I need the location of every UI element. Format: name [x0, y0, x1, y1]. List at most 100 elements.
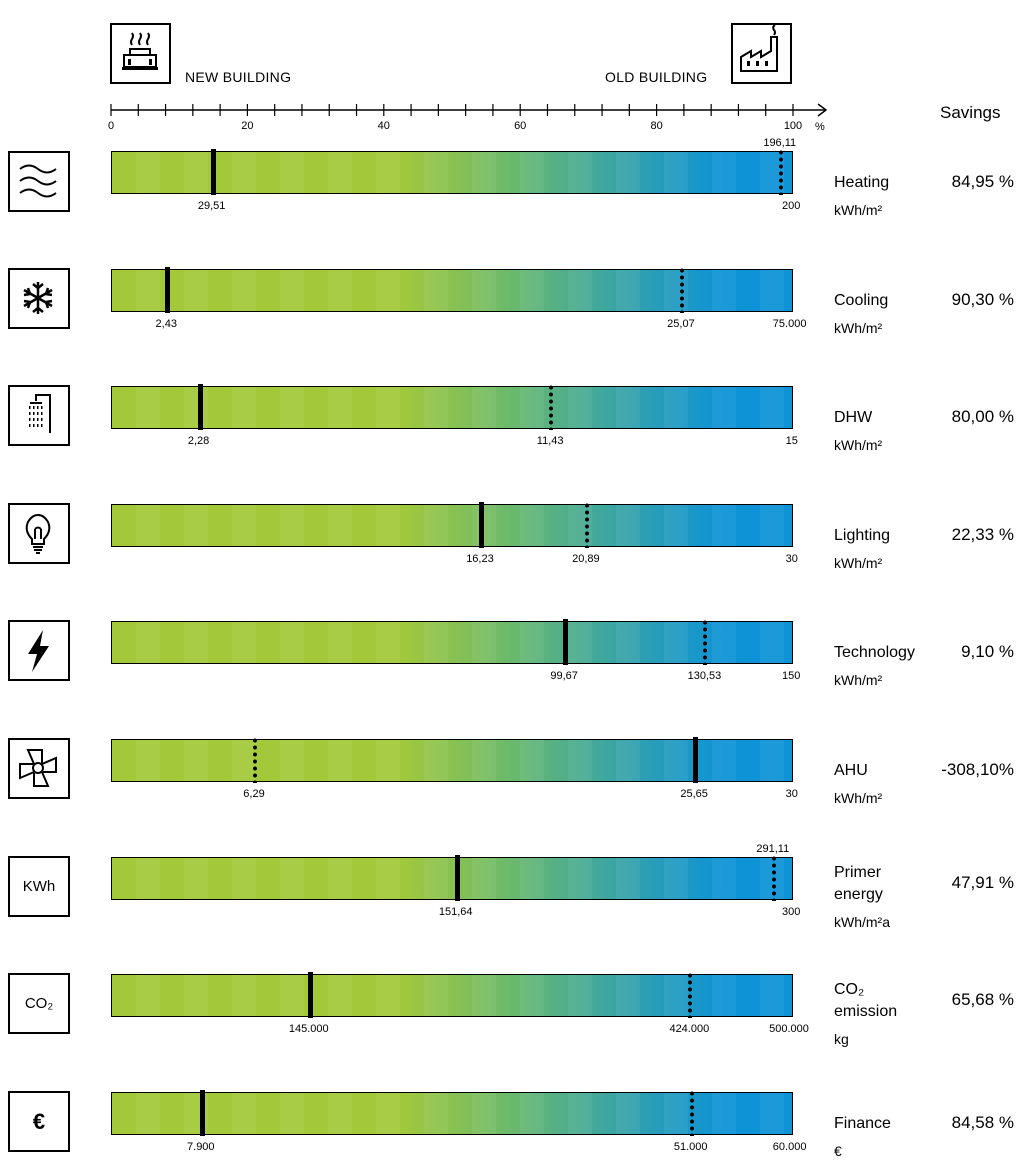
unit-label: € [834, 1143, 842, 1159]
max-value-label: 30 [785, 788, 798, 800]
euro-icon-text: € [32, 1109, 46, 1134]
co2-icon: CO₂ [8, 973, 70, 1034]
snowflake-icon [8, 268, 70, 329]
max-value-label: 500.000 [769, 1023, 809, 1035]
axis-tick-label: 100 [784, 120, 802, 132]
bar-gradient [112, 858, 792, 899]
heating-waves-icon [8, 151, 70, 212]
factory-icon [731, 23, 792, 84]
new-value-label: 2,43 [155, 318, 177, 330]
new-value-label: 151,64 [438, 906, 473, 918]
bar-gradient [112, 740, 792, 781]
savings-value: 90,30 % [951, 290, 1014, 309]
category-label-line: Finance [834, 1115, 891, 1132]
old-value-label: 11,43 [536, 435, 564, 447]
category-label: AHU [834, 760, 868, 782]
new-value-label: 16,23 [466, 553, 494, 565]
category-label: DHW [834, 407, 872, 429]
savings-value: 84,58 % [951, 1113, 1014, 1132]
bar-lighting [111, 502, 793, 548]
axis-arrow [817, 103, 828, 117]
old-building-marker [771, 855, 776, 901]
category-label: Finance [834, 1113, 891, 1135]
old-value-label: 25,07 [667, 318, 695, 330]
new-value-label: 25,65 [680, 788, 708, 800]
unit-label: kg [834, 1031, 849, 1047]
unit-label: kWh/m² [834, 672, 883, 688]
old-value-label: 6,29 [243, 788, 265, 800]
bar-ahu [111, 737, 793, 783]
bar-gradient [112, 270, 792, 311]
bar-cooling [111, 267, 793, 313]
savings-value: 80,00 % [951, 407, 1014, 426]
new-building-marker [478, 502, 484, 548]
bar-co-emission [111, 972, 793, 1018]
shower-icon [8, 385, 70, 446]
bar-gradient [112, 387, 792, 428]
bar-dhw [111, 384, 793, 430]
old-value-label: 196,11 [763, 137, 797, 149]
savings-value: 84,95 % [951, 172, 1014, 191]
max-value-label: 75.000 [772, 318, 807, 330]
max-value-label: 30 [785, 553, 798, 565]
old-value-label: 51.000 [673, 1141, 708, 1153]
category-label: CO₂ emission [834, 979, 897, 1023]
new-building-icon [110, 23, 171, 84]
new-value-label: 2,28 [187, 435, 210, 447]
new-building-marker [165, 267, 171, 313]
old-building-marker [679, 267, 684, 313]
unit-label: kWh/m² [834, 437, 883, 453]
unit-label: kWh/m² [834, 202, 883, 218]
new-building-marker [210, 149, 216, 195]
new-building-marker [197, 384, 203, 430]
old-building-marker [778, 149, 783, 195]
max-value-label: 15 [785, 435, 798, 447]
legend-old-building: OLD BUILDING [605, 69, 708, 85]
category-label-line: Technology [834, 644, 915, 661]
category-label-line: DHW [834, 409, 873, 426]
savings-value: -308,10% [941, 760, 1014, 779]
unit-label: kWh/m² [834, 320, 883, 336]
new-value-label: 29,51 [197, 200, 226, 212]
new-building-marker [307, 972, 313, 1018]
old-building-marker [252, 737, 257, 783]
category-label-line: AHU [834, 762, 868, 779]
new-building-marker [454, 855, 460, 901]
unit-label: kWh/m²a [834, 914, 890, 930]
max-value-label: 150 [781, 670, 801, 682]
old-value-label: 20,89 [572, 553, 600, 565]
axis-tick-label: 0 [108, 120, 114, 132]
bar-gradient [112, 152, 792, 193]
new-value-label: 7.900 [187, 1141, 215, 1153]
unit-label: kWh/m² [834, 790, 883, 806]
old-value-label: 291,11 [756, 843, 790, 855]
old-building-marker [703, 619, 708, 665]
euro-icon: € [8, 1091, 70, 1152]
percent-axis: 0 20 40 60 80 100 [108, 103, 828, 132]
category-label: Primer energy [834, 862, 883, 906]
category-label-line: Lighting [834, 527, 891, 544]
savings-value: 9,10 % [961, 642, 1014, 661]
bar-gradient [112, 505, 792, 546]
category-label-line: Heating [834, 174, 890, 191]
fan-icon [8, 738, 70, 799]
savings-value: 65,68 % [951, 990, 1014, 1009]
kwh-icon-text: KWh [22, 878, 56, 895]
old-value-label: 424.000 [669, 1023, 710, 1035]
axis-tick-label: 40 [378, 120, 390, 132]
axis-tick-label: 60 [514, 120, 526, 132]
bar-gradient [112, 622, 792, 663]
axis-tick-label: 20 [241, 120, 253, 132]
new-value-label: 99,67 [550, 670, 578, 682]
bar-heating [111, 149, 793, 195]
old-building-marker [689, 1090, 694, 1136]
savings-header: Savings [940, 103, 1001, 122]
unit-label: kWh/m² [834, 555, 883, 571]
bar-gradient [112, 1093, 792, 1134]
bar-primer-energy [111, 855, 793, 901]
category-label-line: Primer [834, 864, 882, 881]
category-label-line: CO₂ [834, 981, 865, 998]
old-value-label: 130,53 [687, 670, 722, 682]
savings-value: 22,33 % [951, 525, 1014, 544]
category-label-line: Cooling [834, 292, 889, 309]
